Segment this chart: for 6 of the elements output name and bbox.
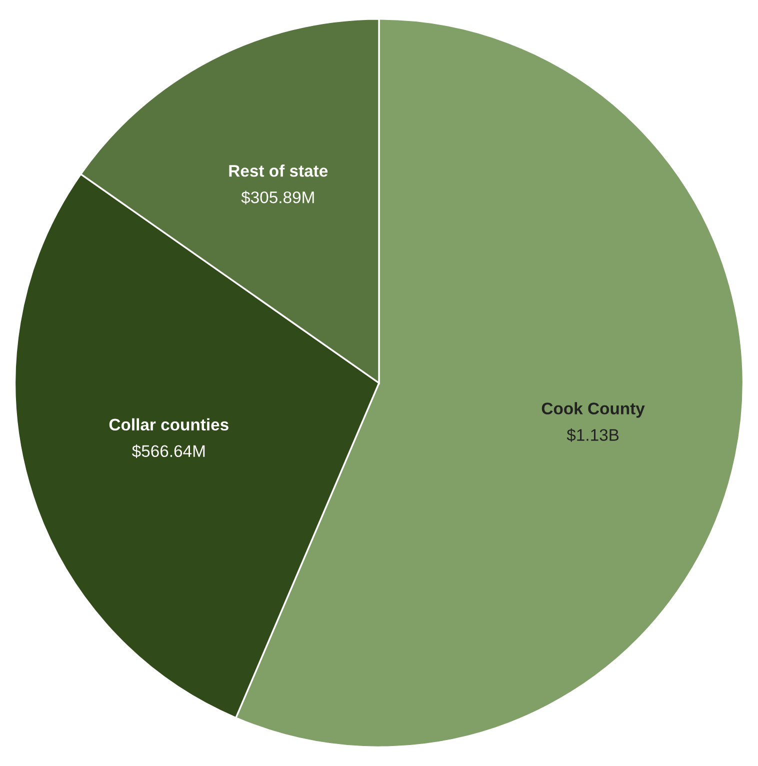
slice-label: Cook County — [542, 402, 645, 418]
slice-label: Rest of state — [229, 164, 328, 177]
data-label: $1.13B — [566, 428, 619, 442]
data-label: $566.64M — [132, 444, 205, 458]
slice-label: Collar counties — [109, 418, 228, 431]
data-label: $305.89M — [241, 190, 314, 204]
